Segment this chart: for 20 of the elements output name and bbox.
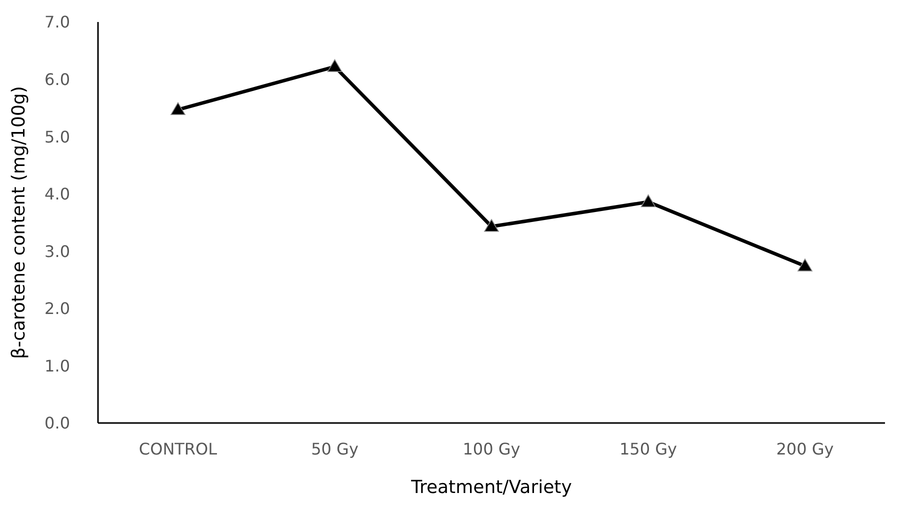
y-tick-label: 6.0 (44, 70, 70, 89)
y-tick-label: 4.0 (44, 184, 70, 204)
y-tick-label: 5.0 (44, 127, 70, 146)
point (798, 258, 812, 272)
y-tick-label: 2.0 (44, 299, 70, 318)
y-axis-title: β-carotene content (mg/100g) (8, 86, 30, 359)
x-tick-label: 150 Gy (620, 439, 677, 458)
x-tick-label: CONTROL (138, 439, 218, 458)
y-tick-label: 7.0 (44, 12, 70, 32)
point (484, 219, 499, 232)
x-tick-label: 200 Gy (776, 439, 834, 458)
x-axis-title: Treatment/Variety (410, 477, 572, 498)
y-tick-label: 1.0 (44, 356, 70, 376)
x-tick-label: 50 Gy (311, 439, 358, 458)
y-tick-label: 3.0 (44, 242, 70, 261)
point (640, 194, 656, 208)
point (170, 102, 186, 115)
y-tick-label: 0.0 (44, 414, 70, 433)
x-tick-label: 100 Gy (462, 439, 520, 458)
point (327, 59, 342, 72)
